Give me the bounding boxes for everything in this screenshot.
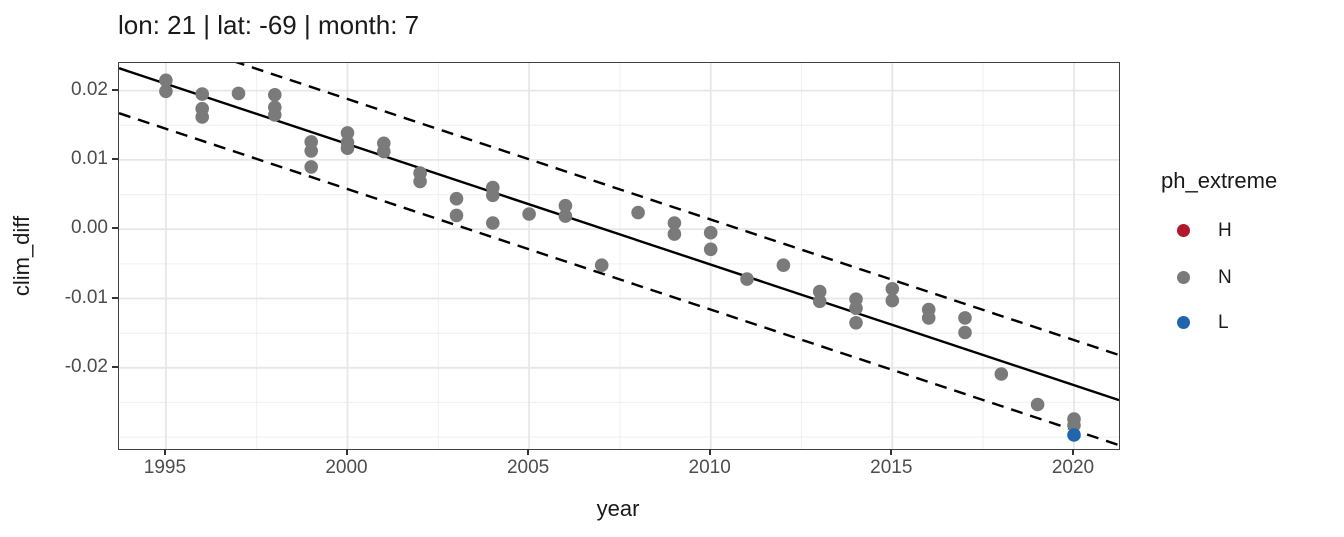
x-tick-label: 2005 [506, 457, 550, 478]
y-tick-label: 0.01 [71, 147, 108, 169]
y-tick-label: 0.02 [71, 78, 108, 100]
legend-label-n: N [1218, 267, 1232, 288]
y-tick-label: -0.02 [64, 355, 108, 377]
x-tick-mark [708, 449, 711, 455]
data-point-N [377, 144, 391, 159]
legend-entry-l: L [1161, 309, 1331, 337]
legend-entry-n: N [1161, 264, 1331, 292]
data-point-N [1067, 418, 1081, 433]
legend-label-l: L [1218, 312, 1229, 333]
y-tick-mark [112, 365, 118, 368]
x-tick-mark [890, 449, 893, 455]
lower-band [119, 112, 1119, 447]
data-point-N [340, 141, 355, 155]
legend-dot-n-icon [1177, 271, 1190, 284]
data-point-N [631, 205, 645, 220]
x-tick-label: 2020 [1051, 457, 1095, 478]
data-point-N [849, 301, 863, 315]
data-point-N [449, 208, 464, 223]
plot-area [119, 63, 1119, 449]
data-point-N [413, 174, 427, 189]
data-point-N [159, 73, 173, 88]
data-point-N [921, 311, 936, 325]
fit-line [119, 67, 1119, 402]
legend-dot-l-icon [1177, 316, 1190, 329]
y-tick-mark [112, 227, 118, 230]
x-tick-label: 2010 [688, 457, 731, 478]
data-point-N [812, 294, 827, 309]
x-tick-label: 2000 [325, 457, 368, 478]
y-tick-mark [112, 88, 118, 91]
data-point-N [486, 216, 500, 230]
y-axis-title: clim_diff [9, 215, 34, 297]
legend-entry-h: H [1161, 217, 1331, 245]
x-tick-label: 2015 [870, 457, 913, 478]
data-point-N [1030, 397, 1045, 412]
y-tick-label: -0.01 [64, 286, 108, 308]
data-point-N [667, 227, 682, 241]
data-point-N [667, 216, 682, 230]
data-point-N [885, 293, 900, 308]
plot-panel [118, 62, 1120, 450]
data-point-N [195, 87, 209, 101]
data-point-N [522, 207, 536, 221]
legend-title: ph_extreme [1161, 168, 1278, 193]
upper-band [235, 63, 1119, 357]
data-point-N [304, 160, 318, 174]
x-axis-title: year [596, 496, 640, 521]
data-point-N [558, 198, 573, 213]
legend-label-h: H [1218, 220, 1232, 241]
x-tick-mark [527, 449, 530, 455]
data-point-N [885, 282, 900, 296]
data-point-N [776, 258, 791, 272]
data-point-N [812, 284, 827, 299]
data-point-N [994, 367, 1009, 381]
y-tick-mark [112, 296, 118, 299]
data-point-N [594, 258, 609, 272]
x-tick-mark [1072, 449, 1074, 455]
data-point-N [231, 86, 246, 101]
data-point-N [740, 272, 754, 286]
panel-svg [119, 63, 1119, 449]
plot-title: lon: 21 | lat: -69 | month: 7 [118, 10, 420, 40]
data-point-N [558, 209, 573, 223]
x-tick-mark [345, 449, 348, 455]
data-point-N [703, 225, 718, 240]
data-point-N [268, 108, 282, 122]
data-point-N [268, 88, 282, 102]
x-tick-label: 1995 [143, 457, 187, 478]
data-point-N [486, 188, 500, 203]
data-point-N [159, 84, 173, 99]
data-point-N [195, 110, 209, 124]
y-tick-label: 0.00 [71, 217, 108, 239]
data-point-N [449, 191, 464, 206]
x-tick-mark [163, 449, 166, 455]
data-point-N [958, 325, 972, 340]
data-point-L [1067, 428, 1081, 442]
legend-dot-h-icon [1177, 224, 1190, 237]
data-point-N [703, 242, 718, 257]
data-point-N [958, 311, 972, 325]
data-point-N [340, 126, 355, 140]
y-tick-mark [112, 157, 118, 160]
data-point-N [304, 144, 318, 158]
data-point-N [849, 316, 863, 330]
